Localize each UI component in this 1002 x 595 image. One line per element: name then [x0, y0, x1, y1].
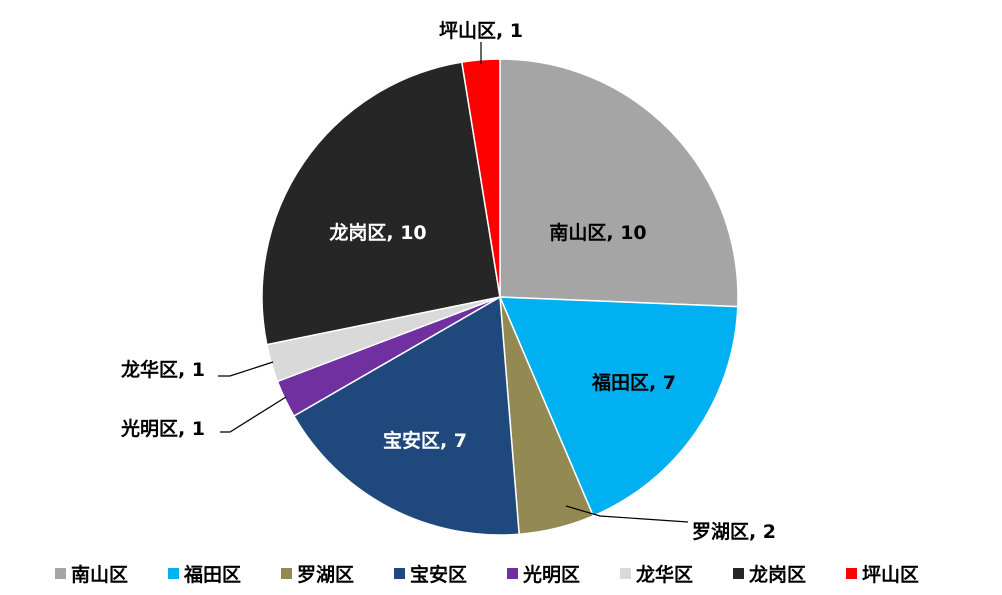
- data-label-2: 罗湖区, 2: [692, 521, 776, 543]
- legend-item: 光明区: [507, 560, 620, 587]
- legend-item: 福田区: [168, 560, 281, 587]
- legend-label: 福田区: [184, 564, 242, 586]
- legend-item: 宝安区: [394, 560, 507, 587]
- legend-item: 南山区: [55, 560, 168, 587]
- data-label-5: 龙华区, 1: [121, 358, 205, 381]
- legend-label: 罗湖区: [297, 564, 355, 586]
- legend-swatch: [281, 568, 292, 579]
- legend-label: 龙岗区: [749, 564, 807, 586]
- legend-label: 南山区: [71, 564, 129, 586]
- legend-item: 坪山区: [846, 560, 959, 587]
- leader-line-2: [565, 505, 689, 523]
- data-label-4: 光明区, 1: [120, 417, 205, 440]
- legend-swatch: [168, 568, 179, 579]
- pie-slice-3: [292, 295, 520, 536]
- leader-line-5: [218, 361, 274, 377]
- legend-item: 罗湖区: [281, 560, 394, 587]
- pie-slice-1: [498, 296, 739, 517]
- legend-swatch: [55, 568, 66, 579]
- pie-slice-6: [261, 61, 501, 346]
- legend-label: 龙华区: [636, 564, 694, 586]
- legend-label: 坪山区: [862, 564, 920, 586]
- data-label-6: 龙岗区, 10: [329, 221, 426, 244]
- pie-slice-0: [499, 58, 739, 308]
- data-label-3: 宝安区, 7: [383, 429, 467, 452]
- data-label-1: 福田区, 7: [591, 371, 676, 394]
- legend-item: 龙华区: [620, 560, 733, 587]
- leader-line-4: [220, 396, 287, 433]
- legend-item: 龙岗区: [733, 560, 846, 587]
- legend-label: 光明区: [523, 564, 581, 586]
- legend-swatch: [394, 568, 405, 579]
- legend-swatch: [846, 568, 857, 579]
- legend-swatch: [507, 568, 518, 579]
- legend-swatch: [733, 568, 744, 579]
- legend-label: 宝安区: [410, 564, 468, 586]
- data-label-7: 坪山区, 1: [439, 20, 523, 42]
- legend-swatch: [620, 568, 631, 579]
- data-label-0: 南山区, 10: [549, 222, 646, 244]
- legend: 南山区 福田区 罗湖区 宝安区 光明区 龙华区 龙岗区 坪山区: [55, 560, 959, 587]
